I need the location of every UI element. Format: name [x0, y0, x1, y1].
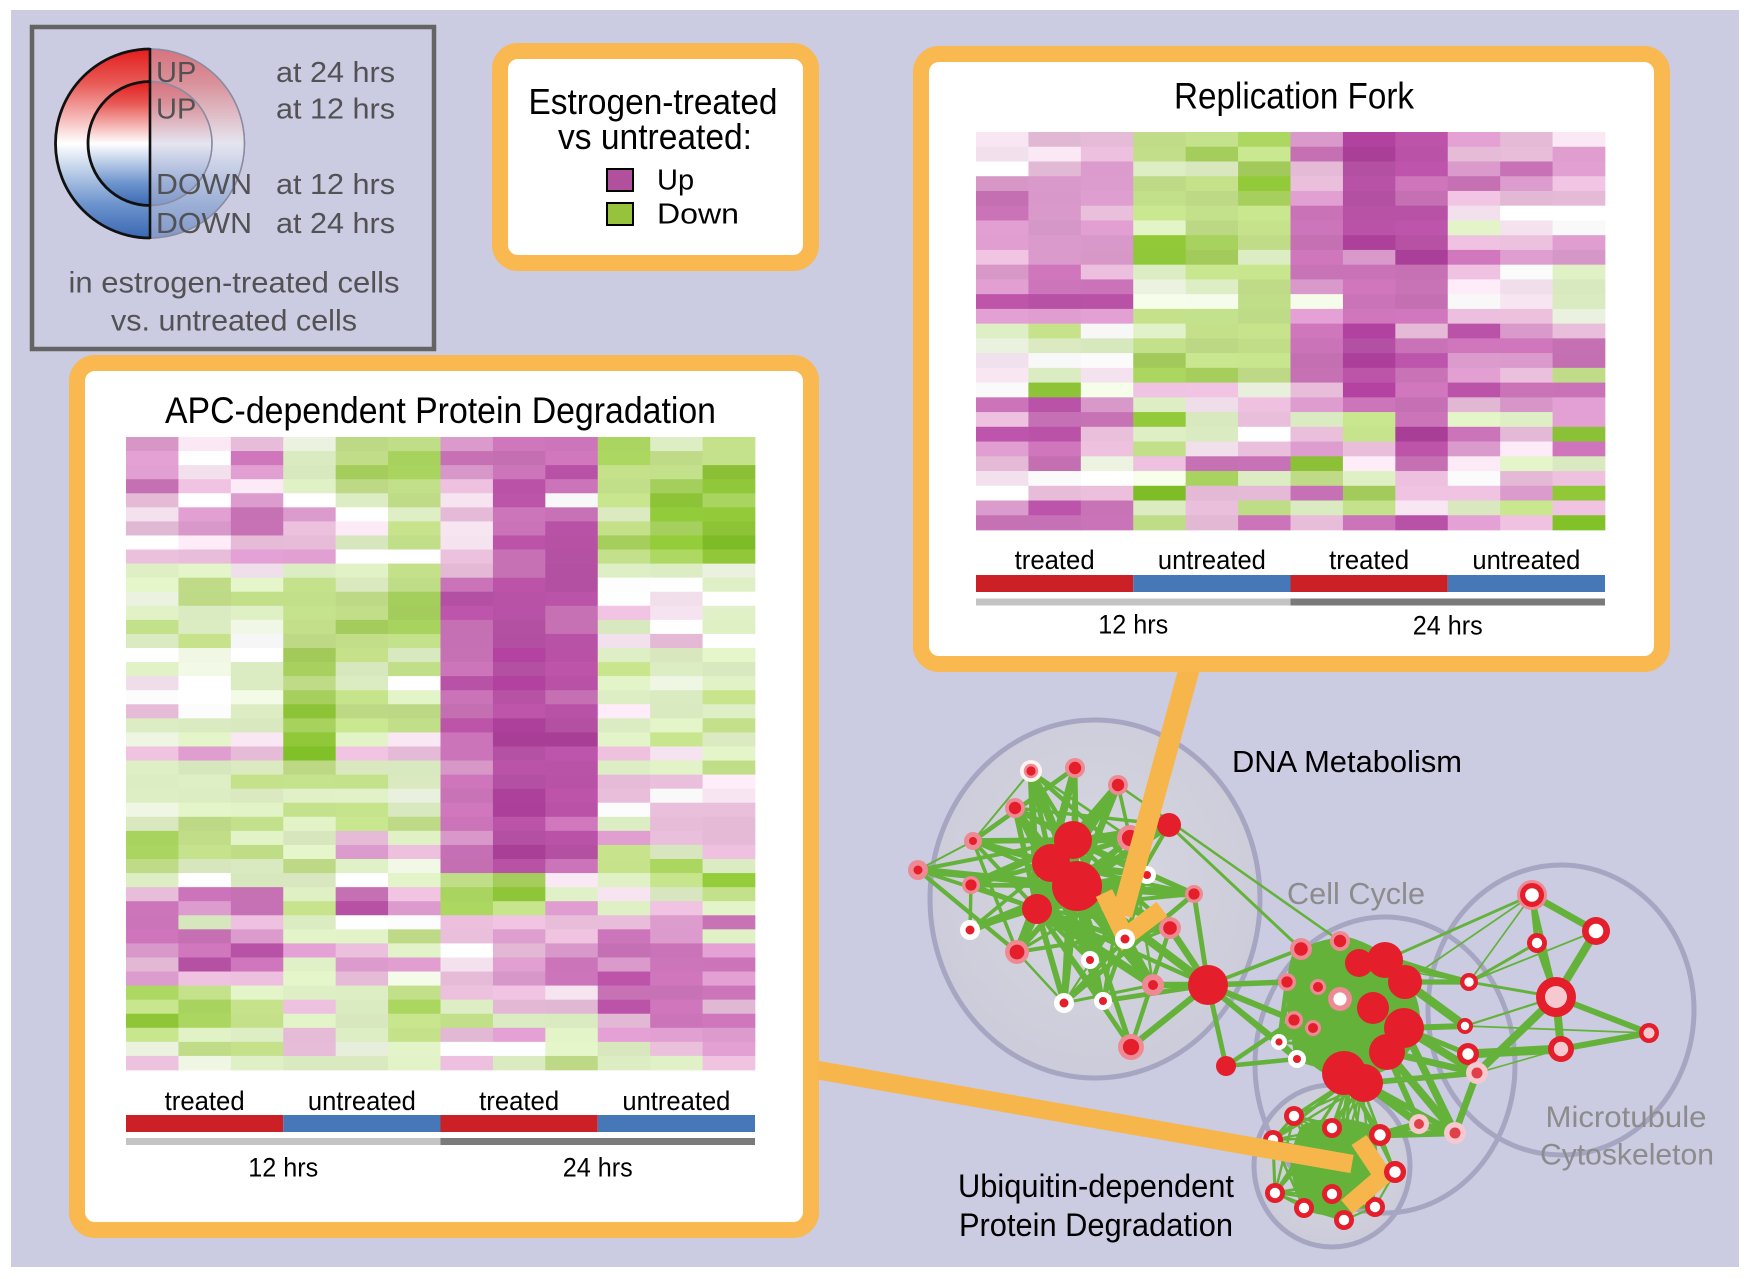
svg-text:UP: UP — [156, 94, 196, 126]
svg-text:Ubiquitin-dependent: Ubiquitin-dependent — [958, 1168, 1234, 1204]
svg-text:treated: treated — [165, 1086, 245, 1116]
svg-text:12 hrs: 12 hrs — [1098, 610, 1168, 640]
svg-text:at 24 hrs: at 24 hrs — [276, 57, 395, 89]
svg-text:12 hrs: 12 hrs — [248, 1153, 318, 1183]
svg-text:vs untreated:: vs untreated: — [558, 116, 752, 157]
svg-text:at 24 hrs: at 24 hrs — [276, 208, 395, 240]
svg-text:DOWN: DOWN — [156, 169, 252, 201]
svg-text:Up: Up — [657, 165, 694, 197]
svg-text:APC-dependent Protein Degradat: APC-dependent Protein Degradation — [165, 390, 716, 431]
svg-text:UP: UP — [156, 57, 196, 89]
svg-text:Protein Degradation: Protein Degradation — [959, 1207, 1233, 1243]
svg-text:untreated: untreated — [622, 1086, 730, 1116]
svg-text:Estrogen-treated: Estrogen-treated — [529, 81, 778, 122]
svg-text:Cytoskeleton: Cytoskeleton — [1540, 1139, 1714, 1172]
svg-text:treated: treated — [479, 1086, 559, 1116]
svg-text:in estrogen-treated cells: in estrogen-treated cells — [69, 267, 400, 300]
svg-text:Microtubule: Microtubule — [1546, 1101, 1707, 1134]
svg-text:24 hrs: 24 hrs — [1413, 611, 1483, 641]
svg-text:treated: treated — [1329, 545, 1409, 575]
svg-text:DOWN: DOWN — [156, 208, 252, 240]
svg-text:untreated: untreated — [1472, 545, 1580, 575]
svg-text:Replication Fork: Replication Fork — [1174, 76, 1414, 117]
svg-text:24 hrs: 24 hrs — [563, 1153, 633, 1183]
svg-text:Down: Down — [657, 199, 739, 231]
svg-text:at 12 hrs: at 12 hrs — [276, 94, 395, 126]
svg-text:untreated: untreated — [1158, 545, 1266, 575]
svg-text:DNA Metabolism: DNA Metabolism — [1232, 744, 1462, 779]
svg-text:vs. untreated cells: vs. untreated cells — [111, 305, 357, 338]
svg-text:untreated: untreated — [308, 1086, 416, 1116]
svg-text:at 12 hrs: at 12 hrs — [276, 169, 395, 201]
svg-text:treated: treated — [1015, 545, 1095, 575]
svg-text:Cell Cycle: Cell Cycle — [1287, 876, 1425, 911]
